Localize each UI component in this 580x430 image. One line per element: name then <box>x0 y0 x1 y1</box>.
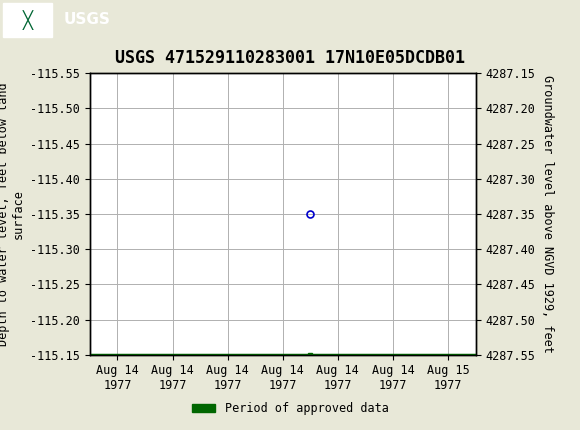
Y-axis label: Depth to water level, feet below land
surface: Depth to water level, feet below land su… <box>0 82 25 346</box>
Text: ╳: ╳ <box>23 10 33 30</box>
Text: USGS: USGS <box>64 12 111 28</box>
Legend: Period of approved data: Period of approved data <box>187 397 393 420</box>
Y-axis label: Groundwater level above NGVD 1929, feet: Groundwater level above NGVD 1929, feet <box>541 75 554 353</box>
Text: USGS 471529110283001 17N10E05DCDB01: USGS 471529110283001 17N10E05DCDB01 <box>115 49 465 67</box>
FancyBboxPatch shape <box>3 3 52 37</box>
